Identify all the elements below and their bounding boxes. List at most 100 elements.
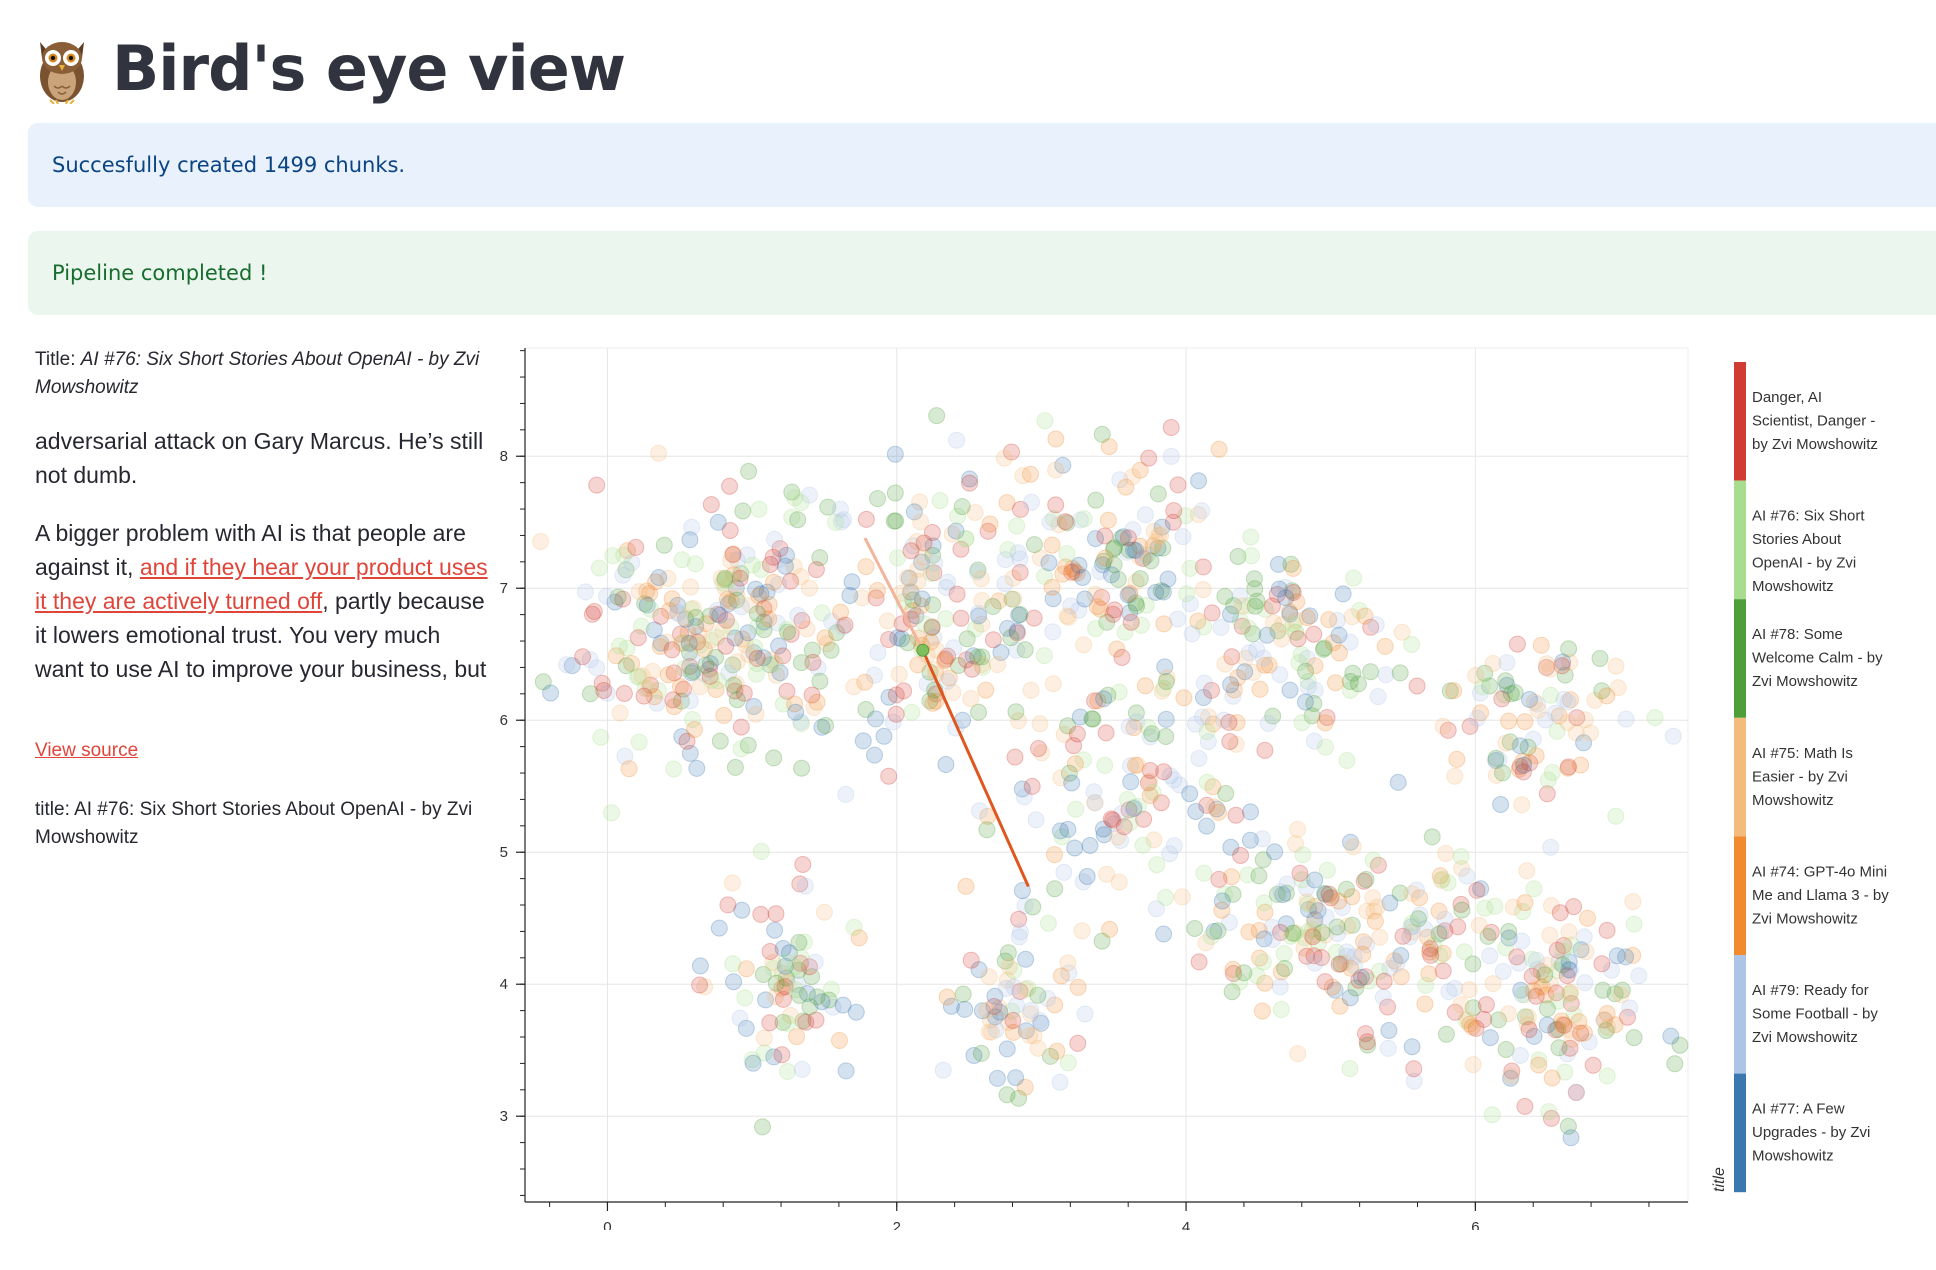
scatter-point [778,974,796,992]
scatter-chart[interactable]: 0 2 4 6 3 4 5 6 7 8 Danger, AI Scientist, Danger -b… [470,340,1936,1236]
scatter-point [765,573,782,591]
scatter-point [614,566,632,584]
neighbor-line-secondary [863,537,925,651]
scatter-point [1095,552,1113,570]
scatter-point [1096,527,1114,545]
excerpt-link[interactable]: and if they hear your product uses it th… [35,554,488,614]
scatter-point [1543,764,1561,781]
scatter-point [1472,704,1490,722]
scatter-point [1198,773,1216,791]
scatter-point [633,617,650,635]
scatter-point [689,633,706,651]
scatter-point [1391,884,1409,902]
scatter-point [1203,604,1221,622]
scatter-point [1511,757,1529,775]
scatter-point [737,1019,755,1037]
scatter-point [999,619,1016,637]
scatter-point [765,959,782,977]
view-source-link[interactable]: View source [35,740,139,761]
scatter-point [767,988,784,1006]
scatter-point [1591,650,1609,667]
scatter-point [1128,713,1146,731]
scatter-point [1232,847,1250,864]
scatter-point [895,682,913,700]
scatter-point [1013,882,1031,900]
scatter-point [659,569,677,587]
scatter-point [1255,894,1273,912]
scatter-point [1135,810,1153,828]
scatter-point [1173,888,1191,906]
scatter-point [1313,924,1331,942]
scatter-point [1064,560,1082,578]
scatter-point [908,533,926,550]
scatter-point [669,604,687,621]
scatter-point [773,964,791,982]
scatter-point [1646,709,1664,727]
scatter-point [770,575,787,593]
scatter-point [1431,867,1449,885]
scatter-point [1625,1029,1643,1047]
scatter-point [1423,828,1441,846]
scatter-chart-svg[interactable]: 0 2 4 6 3 4 5 6 7 8 Danger, AI Scientist, Danger -b… [470,340,1936,1236]
scatter-point [1341,681,1359,699]
scatter-point [1171,776,1189,794]
scatter-point [1187,803,1205,820]
scatter-point [1161,767,1179,785]
scatter-point [905,503,923,521]
scatter-point [1046,846,1063,864]
scatter-point [681,692,699,710]
scatter-point [1532,963,1550,980]
scatter-point [973,656,991,674]
scatter-point [1565,1006,1583,1024]
scatter-point [1560,961,1578,979]
scatter-point [1251,949,1269,967]
scatter-point [1357,871,1375,888]
scatter-point [1352,968,1370,986]
scatter-point [1113,649,1131,666]
scatter-point [1044,675,1062,693]
scatter-point [866,746,883,764]
scatter-point [745,644,763,662]
scatter-point [1511,1047,1529,1064]
scatter-point [903,703,921,721]
scatter-point [1047,461,1065,479]
scatter-point [583,605,601,623]
scatter-point [1186,920,1204,937]
scatter-point [618,639,636,657]
scatter-point [1210,803,1227,821]
scatter-point [1014,467,1032,485]
scatter-point [740,646,758,664]
scatter-point [1401,928,1419,946]
scatter-point [1293,871,1311,889]
scatter-point [1009,712,1027,730]
scatter-point [1284,584,1302,601]
scatter-point [1051,1073,1069,1091]
scatter-point [676,608,694,626]
scatter-point [673,728,691,746]
scatter-point [1058,514,1076,532]
scatter-point [728,691,746,709]
scatter-point [945,639,963,657]
scatter-point [1369,856,1387,874]
scatter-point [598,587,615,605]
scatter-point [1579,909,1596,927]
scatter-point [1360,972,1378,990]
scatter-point [682,600,700,618]
scatter-point [1322,889,1340,907]
scatter-point [1516,1097,1534,1115]
scatter-point [791,875,809,893]
scatter-point [1477,996,1495,1014]
scatter-point [1260,656,1278,674]
scatter-point [683,518,701,536]
scatter-point [1236,663,1254,681]
scatter-point [1272,963,1290,981]
scatter-point [686,721,703,738]
scatter-point [618,542,636,560]
scatter-point [1190,472,1208,490]
scatter-point [1131,548,1149,566]
scatter-point [1153,682,1171,700]
scatter-point [748,649,766,667]
scatter-point [1523,950,1541,968]
scatter-point [1333,899,1351,916]
scatter-point [1296,929,1314,947]
